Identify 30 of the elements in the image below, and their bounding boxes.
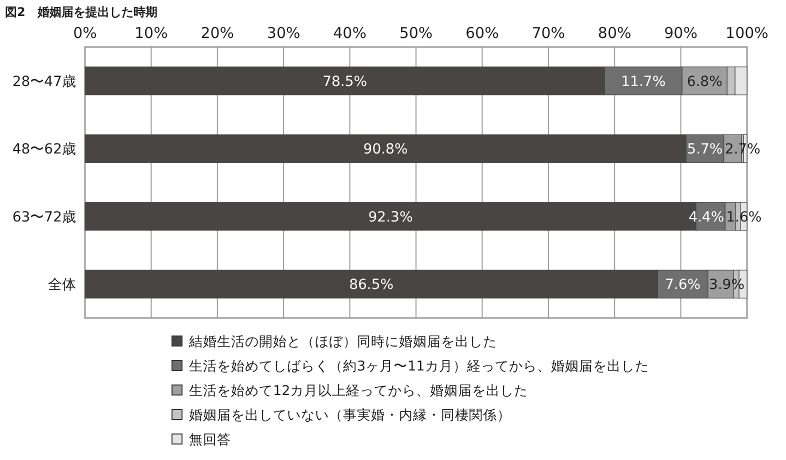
- legend-label: 結婚生活の開始と（ほぼ）同時に婚姻届を出した: [188, 334, 497, 350]
- x-tick-label: 20%: [200, 24, 234, 42]
- data-label: 78.5%: [322, 74, 368, 90]
- legend-label: 無回答: [189, 432, 231, 448]
- data-label: 7.6%: [664, 277, 701, 294]
- data-label: 90.8%: [363, 142, 408, 158]
- legend-label: 生活を始めて12カ月以上経ってから、婚姻届を出した: [189, 383, 528, 399]
- x-tick-label: 30%: [266, 24, 300, 42]
- x-tick-label: 100%: [726, 24, 768, 42]
- y-tick-label: 48〜62歳: [12, 142, 76, 158]
- y-tick-label: 28〜47歳: [12, 74, 76, 90]
- data-label: 4.4%: [688, 209, 724, 226]
- legend-label: 婚姻届を出していない（事実婚・内縁・同棲関係）: [189, 408, 511, 424]
- legend-label: 生活を始めてしばらく（約3ヶ月〜11カ月）経ってから、婚姻届を出した: [189, 358, 649, 374]
- x-tick-label: 50%: [399, 24, 433, 42]
- x-tick-label: 90%: [664, 24, 698, 42]
- data-label: 92.3%: [368, 209, 413, 226]
- chart-title: 図2 婚姻届を提出した時期: [5, 5, 158, 19]
- x-tick-label: 80%: [598, 24, 632, 42]
- x-tick-label: 60%: [466, 24, 499, 42]
- data-label: 86.5%: [349, 277, 394, 294]
- x-tick-label: 70%: [532, 24, 566, 42]
- data-label: 11.7%: [621, 74, 666, 90]
- data-label: 6.8%: [686, 74, 722, 90]
- y-tick-label: 全体: [48, 277, 76, 294]
- x-tick-label: 0%: [73, 24, 97, 42]
- x-tick-label: 10%: [134, 24, 168, 42]
- y-tick-label: 63〜72歳: [12, 209, 76, 226]
- x-tick-label: 40%: [333, 24, 366, 42]
- data-label: 5.7%: [687, 142, 723, 158]
